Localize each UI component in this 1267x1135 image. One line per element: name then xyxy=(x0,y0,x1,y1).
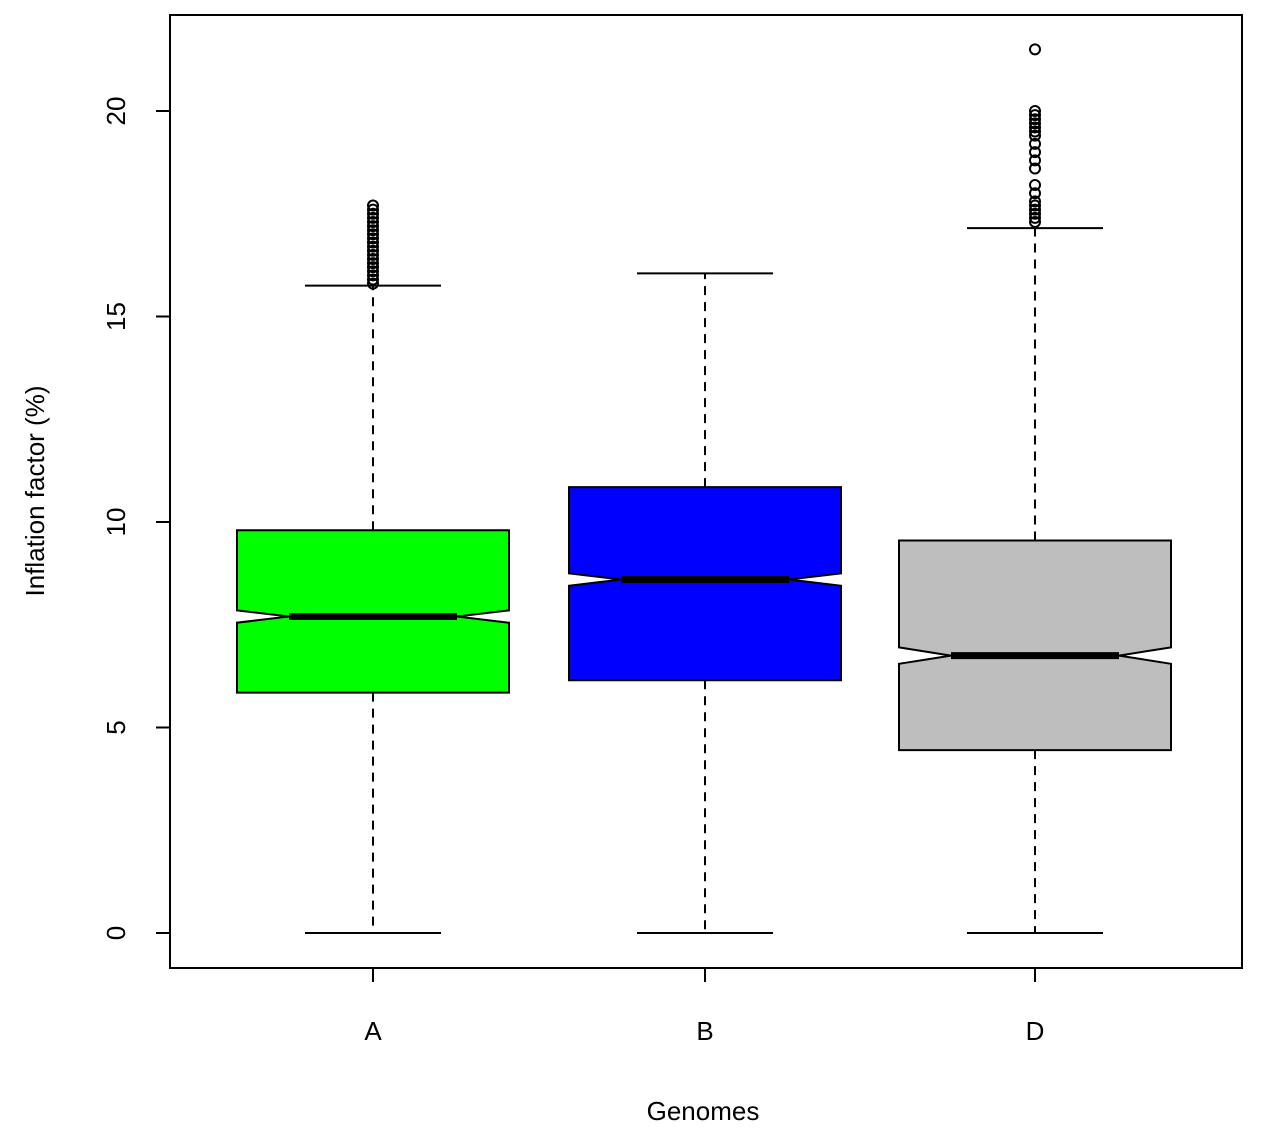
y-tick-label: 15 xyxy=(101,302,131,331)
outlier-point xyxy=(367,211,379,224)
outlier-point xyxy=(1029,113,1041,126)
outlier-point xyxy=(1029,105,1041,117)
outlier-point xyxy=(367,203,379,216)
outlier-point xyxy=(1029,162,1041,175)
outlier-point xyxy=(367,220,379,233)
outlier-point xyxy=(367,240,379,253)
x-tick-label: B xyxy=(696,1016,713,1046)
outlier-point xyxy=(367,244,379,257)
outlier-point xyxy=(1029,129,1041,142)
outlier-point xyxy=(1029,195,1041,208)
box-body xyxy=(898,539,1172,752)
outlier-point xyxy=(367,215,379,228)
y-tick-label: 10 xyxy=(101,508,131,537)
outlier-point xyxy=(1029,109,1041,122)
outlier-point xyxy=(1029,137,1041,150)
outlier-point xyxy=(1029,187,1041,200)
outlier-point xyxy=(1029,121,1041,134)
boxes-layer xyxy=(236,43,1172,934)
box-body xyxy=(236,529,510,694)
outlier-point xyxy=(1029,146,1041,159)
outlier-point xyxy=(367,228,379,241)
box-a xyxy=(236,199,510,934)
outlier-point xyxy=(367,257,379,270)
x-axis-title: Genomes xyxy=(647,1096,760,1126)
outlier-point xyxy=(367,224,379,237)
x-tick-label: D xyxy=(1026,1016,1045,1046)
outlier-point xyxy=(1029,215,1041,228)
outlier-point xyxy=(367,199,379,212)
y-axis-title: Inflation factor (%) xyxy=(20,386,50,597)
outlier-point xyxy=(367,236,379,249)
outlier-point xyxy=(367,261,379,274)
outlier-point xyxy=(1029,178,1041,191)
y-axis: 0 5 10 15 20 xyxy=(101,97,171,940)
y-tick-label: 5 xyxy=(101,720,131,734)
outlier-point xyxy=(1029,203,1041,216)
outlier-point xyxy=(1029,117,1041,130)
outlier-point xyxy=(1029,154,1041,167)
outlier-point xyxy=(367,248,379,261)
y-tick-label: 0 xyxy=(101,926,131,940)
outlier-point xyxy=(367,252,379,265)
outlier-point xyxy=(367,232,379,245)
outlier-point xyxy=(1029,207,1041,220)
outlier-point xyxy=(1029,211,1041,224)
outlier-point xyxy=(1029,125,1041,138)
outlier-point xyxy=(367,277,379,290)
x-tick-label: A xyxy=(364,1016,382,1046)
outlier-point xyxy=(1029,43,1041,56)
outlier-point xyxy=(367,273,379,286)
box-body xyxy=(568,486,842,682)
y-tick-label: 20 xyxy=(101,97,131,126)
outlier-point xyxy=(1029,199,1041,212)
outlier-point xyxy=(367,269,379,282)
outlier-point xyxy=(367,265,379,278)
box-d xyxy=(898,43,1172,934)
box-b xyxy=(568,272,842,934)
outlier-point xyxy=(367,207,379,220)
